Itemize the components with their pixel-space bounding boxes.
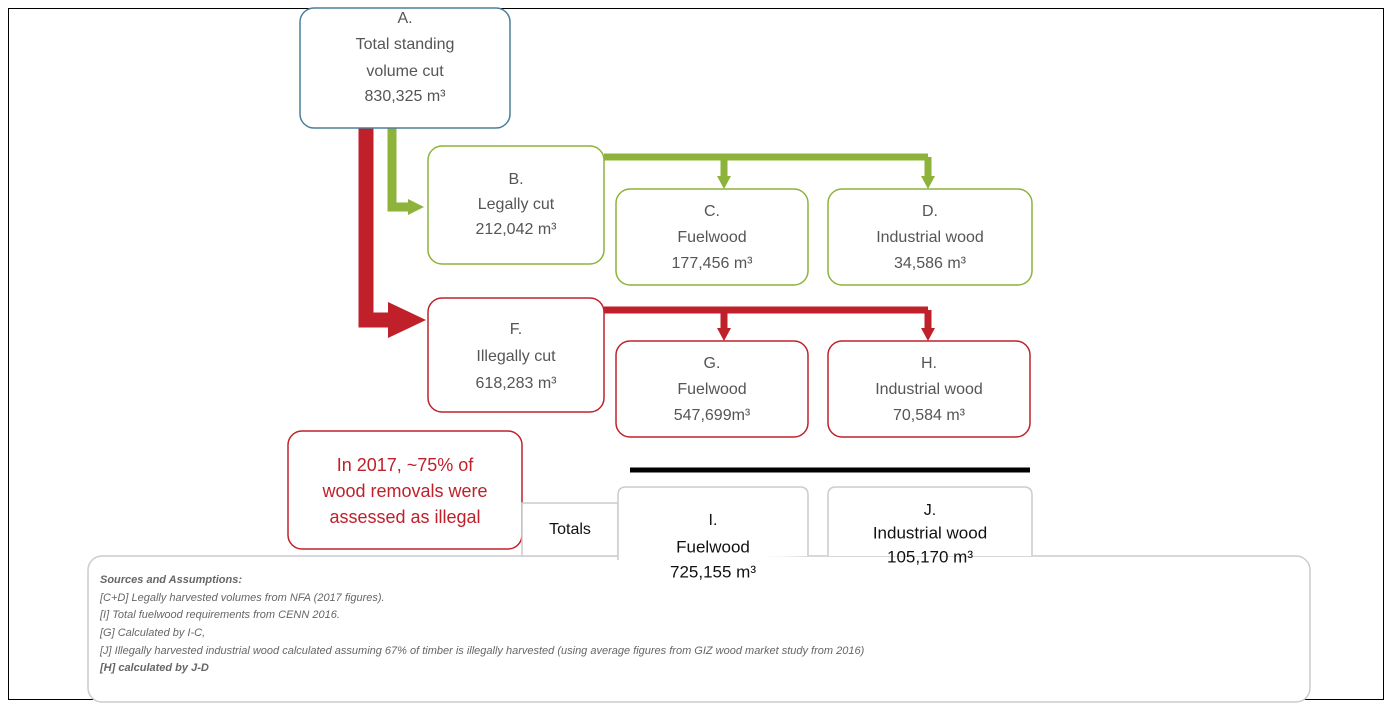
total-letter: J. [924,502,936,519]
source-line: [I] Total fuelwood requirements from CEN… [99,609,340,621]
node-label: Industrial wood [875,381,983,398]
callout: In 2017, ~75% of wood removals were asse… [321,455,487,527]
node-value: 34,586 m³ [894,255,967,272]
node-box [427,145,605,265]
callout-line: assessed as illegal [329,507,480,527]
node-letter: G. [704,355,721,372]
arrows [358,128,1030,473]
total-label: Industrial wood [873,523,987,542]
node-value: 212,042 m³ [476,221,558,238]
node-letter: B. [508,171,523,188]
node-letter: F. [510,321,522,338]
node-value: 547,699m³ [674,407,751,424]
source-line: [H] calculated by J-D [99,662,209,674]
callout-box [287,430,523,550]
node-value: 177,456 m³ [672,255,754,272]
node-texts: A. Total standing volume cut 830,325 m³ … [356,10,984,424]
node-letter: H. [921,355,937,372]
node-box [615,188,809,286]
node-label: Fuelwood [677,381,746,398]
source-line: [G] Calculated by I-C, [99,627,205,639]
total-box [827,486,1033,556]
node-box [299,7,511,129]
source-line: [J] Illegally harvested industrial wood … [99,645,865,657]
node-letter: A. [397,10,412,27]
node-label: Illegally cut [476,348,556,365]
source-line: [C+D] Legally harvested volumes from NFA… [99,592,385,604]
total-label: Fuelwood [676,537,750,556]
node-box [615,340,809,438]
node-label: Legally cut [478,196,555,213]
node-label: volume cut [366,63,444,80]
node-box [827,340,1031,438]
node-value: 70,584 m³ [893,407,966,424]
totals: Totals I. Fuelwood 725,155 m³ J. Industr… [549,502,987,581]
node-value: 618,283 m³ [476,375,558,392]
total-box [617,486,809,560]
total-value: 105,170 m³ [887,547,973,566]
callout-line: In 2017, ~75% of [337,455,475,475]
sources: Sources and Assumptions: [C+D] Legally h… [99,574,865,674]
node-box [827,188,1033,286]
node-box [427,297,605,413]
total-value: 725,155 m³ [670,562,756,581]
node-value: 830,325 m³ [365,88,447,105]
sources-title: Sources and Assumptions: [100,574,242,586]
node-label: Total standing [356,36,455,53]
total-letter: I. [709,512,718,529]
node-letter: C. [704,203,720,220]
node-label: Industrial wood [876,229,984,246]
callout-line: wood removals were [321,481,487,501]
node-letter: D. [922,203,938,220]
node-label: Fuelwood [677,229,746,246]
totals-label: Totals [549,521,591,538]
